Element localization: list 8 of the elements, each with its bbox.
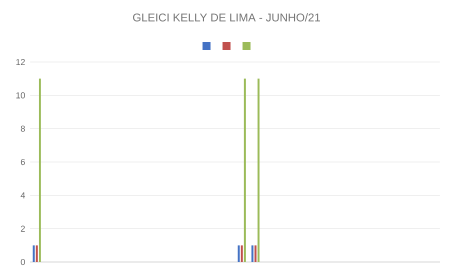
chart-title: GLEICI KELLY DE LIMA - JUNHO/21: [133, 13, 320, 22]
y-tick-label: 12: [16, 58, 25, 66]
y-tick-label: 10: [16, 92, 25, 98]
y-tick-label: 2: [20, 226, 25, 232]
y-tick-label: 6: [20, 158, 25, 166]
y-tick-label: 8: [20, 126, 25, 132]
y-tick-label: 4: [20, 192, 26, 198]
y-tick-label: 0: [20, 258, 25, 266]
